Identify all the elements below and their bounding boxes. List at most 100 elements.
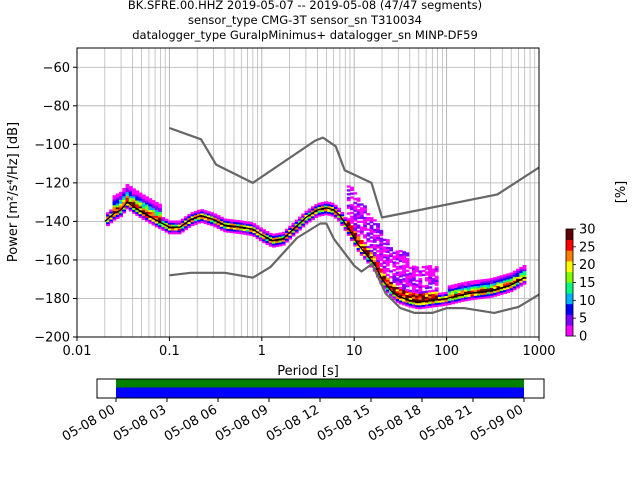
colorbar-segment xyxy=(566,287,573,290)
psd-cell xyxy=(193,210,198,214)
psd-cell xyxy=(418,279,423,283)
psd-cell xyxy=(480,292,485,296)
psd-cell xyxy=(337,209,341,213)
psd-cell xyxy=(324,209,328,212)
psd-cell xyxy=(431,291,436,294)
psd-cell xyxy=(294,229,299,232)
psd-cell xyxy=(109,213,114,216)
psd-cell xyxy=(372,255,377,259)
psd-cell xyxy=(424,292,429,295)
psd-cell xyxy=(187,223,192,226)
psd-cell xyxy=(516,276,520,279)
psd-cell xyxy=(398,292,403,295)
psd-cell xyxy=(385,239,390,242)
psd-cell xyxy=(278,234,283,237)
psd-cell xyxy=(376,263,380,266)
psd-cell xyxy=(301,223,306,226)
psd-cell xyxy=(402,293,406,296)
psd-cell xyxy=(395,277,400,280)
psd-cell xyxy=(359,232,364,235)
y-tick-label: −180 xyxy=(34,292,70,307)
psd-cell xyxy=(164,230,169,233)
psd-cell xyxy=(350,217,354,220)
psd-cell xyxy=(450,299,455,303)
psd-cell xyxy=(177,230,182,233)
psd-cell xyxy=(418,293,423,296)
psd-cell xyxy=(119,199,123,202)
psd-cell xyxy=(376,250,380,253)
psd-cell xyxy=(171,232,175,235)
psd-cell xyxy=(281,241,286,244)
psd-cell xyxy=(359,230,364,233)
psd-cell xyxy=(480,294,485,298)
psd-cell xyxy=(125,195,130,198)
psd-cell xyxy=(405,292,410,296)
psd-cell xyxy=(516,268,520,272)
colorbar-segment xyxy=(566,255,573,258)
psd-cell xyxy=(392,272,397,276)
psd-cell xyxy=(271,241,276,244)
psd-cell xyxy=(480,285,485,288)
psd-cell xyxy=(346,223,351,227)
psd-cell xyxy=(148,209,153,213)
psd-cell xyxy=(132,188,136,191)
psd-cell xyxy=(154,223,159,226)
psd-cell xyxy=(363,255,367,258)
psd-cell xyxy=(304,220,309,223)
psd-cell xyxy=(353,209,358,212)
psd-cell xyxy=(125,189,130,193)
psd-cell xyxy=(252,232,257,236)
psd-cell xyxy=(503,274,507,277)
psd-cell xyxy=(122,193,127,197)
psd-cell xyxy=(418,283,423,287)
psd-cell xyxy=(509,272,514,275)
psd-cell xyxy=(307,210,312,213)
psd-cell xyxy=(151,202,156,205)
psd-cell xyxy=(350,188,354,191)
psd-cell xyxy=(106,216,110,219)
psd-cell xyxy=(392,296,397,299)
psd-cell xyxy=(180,222,185,225)
psd-cell xyxy=(138,200,143,203)
psd-cell xyxy=(516,284,520,287)
psd-cell xyxy=(327,209,332,212)
psd-cell xyxy=(167,220,172,223)
psd-cell xyxy=(486,288,491,291)
psd-cell xyxy=(421,298,426,302)
psd-cell xyxy=(343,220,348,224)
psd-cell xyxy=(477,283,481,286)
psd-cell xyxy=(369,236,374,239)
colorbar-segment xyxy=(566,294,573,298)
psd-cell xyxy=(457,300,462,303)
psd-cell xyxy=(457,292,462,295)
psd-cell xyxy=(356,209,361,212)
psd-cell xyxy=(450,294,455,297)
psd-cell xyxy=(356,230,361,233)
psd-cell xyxy=(200,218,205,222)
psd-cell xyxy=(164,218,169,222)
psd-cell xyxy=(473,280,478,283)
psd-cell xyxy=(382,286,387,290)
psd-cell xyxy=(467,290,472,294)
psd-cell xyxy=(317,206,322,209)
psd-cell xyxy=(372,238,377,241)
psd-cell xyxy=(382,277,387,280)
y-tick-label: −200 xyxy=(34,331,70,346)
psd-cell xyxy=(418,303,423,306)
psd-cell xyxy=(311,217,315,221)
psd-cell xyxy=(431,289,436,293)
psd-cell xyxy=(428,294,433,297)
psd-cell xyxy=(356,197,361,200)
psd-cell xyxy=(418,306,423,310)
psd-cell xyxy=(255,227,260,230)
psd-cell xyxy=(132,190,136,193)
psd-cell xyxy=(467,298,472,301)
y-tick-label: −80 xyxy=(43,99,70,114)
psd-cell xyxy=(271,235,276,238)
psd-cell xyxy=(138,194,143,197)
psd-cell xyxy=(346,189,351,192)
psd-cell xyxy=(418,278,423,281)
psd-cell xyxy=(278,240,283,243)
psd-cell xyxy=(115,212,120,216)
